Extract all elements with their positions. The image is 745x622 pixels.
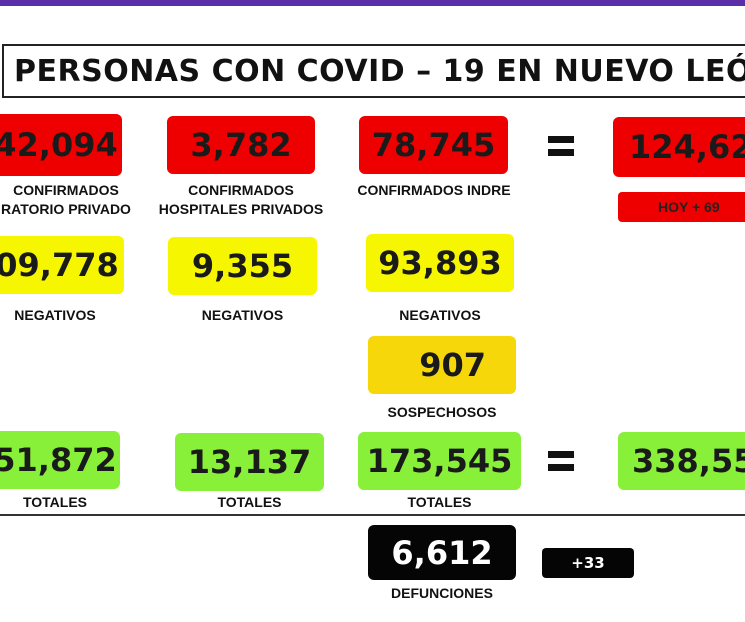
label-line: RATORIO PRIVADO — [1, 201, 131, 217]
divider-line — [0, 514, 745, 516]
label-line: CONFIRMADOS — [188, 182, 294, 198]
negativos-col1-label: NEGATIVOS — [14, 307, 96, 323]
confirmados-laboratorio-label: CONFIRMADOS RATORIO PRIVADO — [0, 181, 136, 219]
hoy-badge: HOY + 69 — [618, 192, 745, 222]
sospechosos-label: SOSPECHOSOS — [387, 404, 497, 420]
equals-sign — [548, 451, 574, 471]
confirmados-indre-label: CONFIRMADOS INDRE — [357, 182, 511, 198]
sospechosos-value: 907 — [368, 336, 516, 394]
totales-col3-label: TOTALES — [407, 494, 472, 510]
negativos-col2-value: 9,355 — [168, 237, 317, 295]
defunciones-label: DEFUNCIONES — [391, 585, 493, 601]
negativos-col3-label: NEGATIVOS — [399, 307, 481, 323]
confirmados-hospitales-value: 3,782 — [167, 116, 315, 174]
confirmados-total-value: 124,62 — [613, 117, 745, 177]
negativos-col1-value: 09,778 — [0, 236, 124, 294]
negativos-col2-label: NEGATIVOS — [201, 307, 284, 323]
negativos-col3-value: 93,893 — [366, 234, 514, 292]
title-banner: PERSONAS CON COVID – 19 EN NUEVO LEÓ — [2, 44, 745, 98]
totales-grand-value: 338,55 — [618, 432, 745, 490]
totales-col1-label: TOTALES — [22, 494, 88, 510]
totales-col1-value: 51,872 — [0, 431, 120, 489]
defunciones-value: 6,612 — [368, 525, 516, 580]
confirmados-indre-value: 78,745 — [359, 116, 508, 174]
defunciones-delta-badge: +33 — [542, 548, 634, 578]
label-line: CONFIRMADOS — [13, 182, 119, 198]
page-title: PERSONAS CON COVID – 19 EN NUEVO LEÓ — [14, 53, 745, 89]
confirmados-hospitales-label: CONFIRMADOS HOSPITALES PRIVADOS — [150, 181, 332, 219]
totales-col2-value: 13,137 — [175, 433, 324, 491]
confirmados-laboratorio-value: 42,094 — [0, 114, 122, 176]
label-line: HOSPITALES PRIVADOS — [158, 201, 324, 217]
totales-col2-label: TOTALES — [217, 494, 282, 510]
top-accent-bar — [0, 0, 745, 6]
equals-sign — [548, 136, 574, 156]
totales-col3-value: 173,545 — [358, 432, 521, 490]
